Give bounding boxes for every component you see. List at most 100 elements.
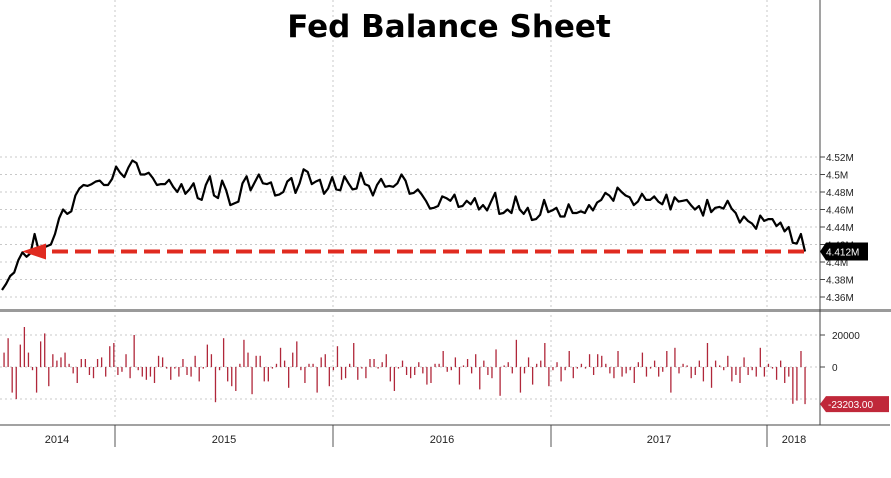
series-line — [1, 159, 807, 291]
bar — [564, 367, 566, 371]
bar — [775, 367, 778, 380]
bar — [3, 352, 5, 367]
bar — [320, 357, 322, 367]
bar — [686, 365, 688, 367]
bar — [92, 367, 95, 379]
bar — [409, 367, 412, 379]
bar — [304, 367, 306, 383]
bar — [141, 367, 143, 377]
bar — [625, 367, 627, 374]
bar — [527, 357, 530, 367]
bar — [751, 367, 753, 371]
bar — [288, 367, 290, 388]
bar — [450, 367, 452, 371]
bar — [296, 341, 298, 367]
bar — [658, 367, 660, 377]
y-tick-label: 4.5M — [826, 171, 848, 182]
bar — [552, 367, 554, 371]
y-tick-label: 4.36M — [826, 293, 854, 304]
bar — [597, 354, 599, 367]
y-tick-label: 0 — [832, 363, 838, 374]
bar — [84, 359, 87, 367]
bar — [231, 367, 233, 387]
bar — [621, 367, 623, 377]
bar — [739, 367, 741, 383]
bar — [503, 365, 505, 367]
bar — [361, 367, 363, 369]
bar — [714, 360, 717, 367]
bar — [491, 367, 493, 379]
bar — [11, 367, 13, 393]
bar — [389, 367, 391, 382]
bar — [796, 367, 798, 401]
bar — [531, 367, 534, 385]
bar — [80, 359, 82, 367]
bar — [446, 367, 448, 372]
bar — [145, 367, 148, 380]
bar — [710, 367, 713, 388]
bar — [483, 360, 485, 367]
bar — [560, 367, 562, 382]
bar — [418, 362, 420, 367]
bar — [731, 367, 733, 382]
y-tick-label: 20000 — [832, 331, 860, 342]
bar — [316, 367, 318, 393]
bar — [804, 367, 806, 405]
bar — [767, 363, 770, 367]
bar — [170, 367, 172, 380]
bar — [568, 351, 570, 367]
bar — [442, 351, 444, 367]
bar — [727, 355, 729, 367]
bar — [430, 367, 432, 383]
bar — [178, 367, 180, 377]
x-tick-label: 2017 — [647, 434, 671, 446]
y-tick-label: 4.46M — [826, 206, 854, 217]
bar — [60, 357, 62, 367]
bar — [235, 367, 237, 391]
bar — [100, 357, 103, 367]
bar — [584, 367, 587, 369]
bar — [96, 359, 99, 367]
bar — [487, 367, 489, 375]
bar — [519, 367, 522, 393]
bar — [52, 354, 54, 367]
panel-divider — [0, 309, 891, 312]
bar — [39, 341, 42, 367]
bar — [743, 357, 745, 367]
bar — [747, 367, 749, 375]
bar — [462, 365, 465, 367]
bar — [332, 367, 335, 371]
bar — [44, 333, 46, 367]
bar — [210, 354, 213, 367]
bar — [662, 367, 664, 372]
bar — [125, 354, 127, 367]
bar — [523, 367, 526, 374]
bar — [682, 363, 684, 367]
bar — [186, 367, 188, 375]
last-value-box — [820, 242, 868, 261]
x-tick-label: 2015 — [212, 434, 236, 446]
bar — [129, 367, 131, 379]
bar — [64, 352, 66, 367]
bar — [719, 365, 721, 367]
bar — [674, 347, 676, 367]
bar — [466, 359, 469, 367]
bar — [113, 343, 115, 367]
bar — [206, 344, 208, 367]
bar — [511, 367, 513, 374]
bar — [784, 367, 786, 383]
bar — [694, 367, 696, 375]
grid — [0, 0, 820, 417]
bar — [35, 367, 38, 393]
x-tick-label: 2014 — [45, 434, 69, 446]
bar — [117, 367, 119, 375]
bar — [377, 367, 379, 369]
bar — [267, 367, 269, 382]
bar — [422, 367, 424, 374]
bar — [397, 367, 400, 369]
bar — [72, 367, 74, 374]
bar — [759, 347, 761, 367]
bar — [792, 367, 794, 404]
bar — [393, 367, 396, 391]
bar — [222, 338, 225, 367]
